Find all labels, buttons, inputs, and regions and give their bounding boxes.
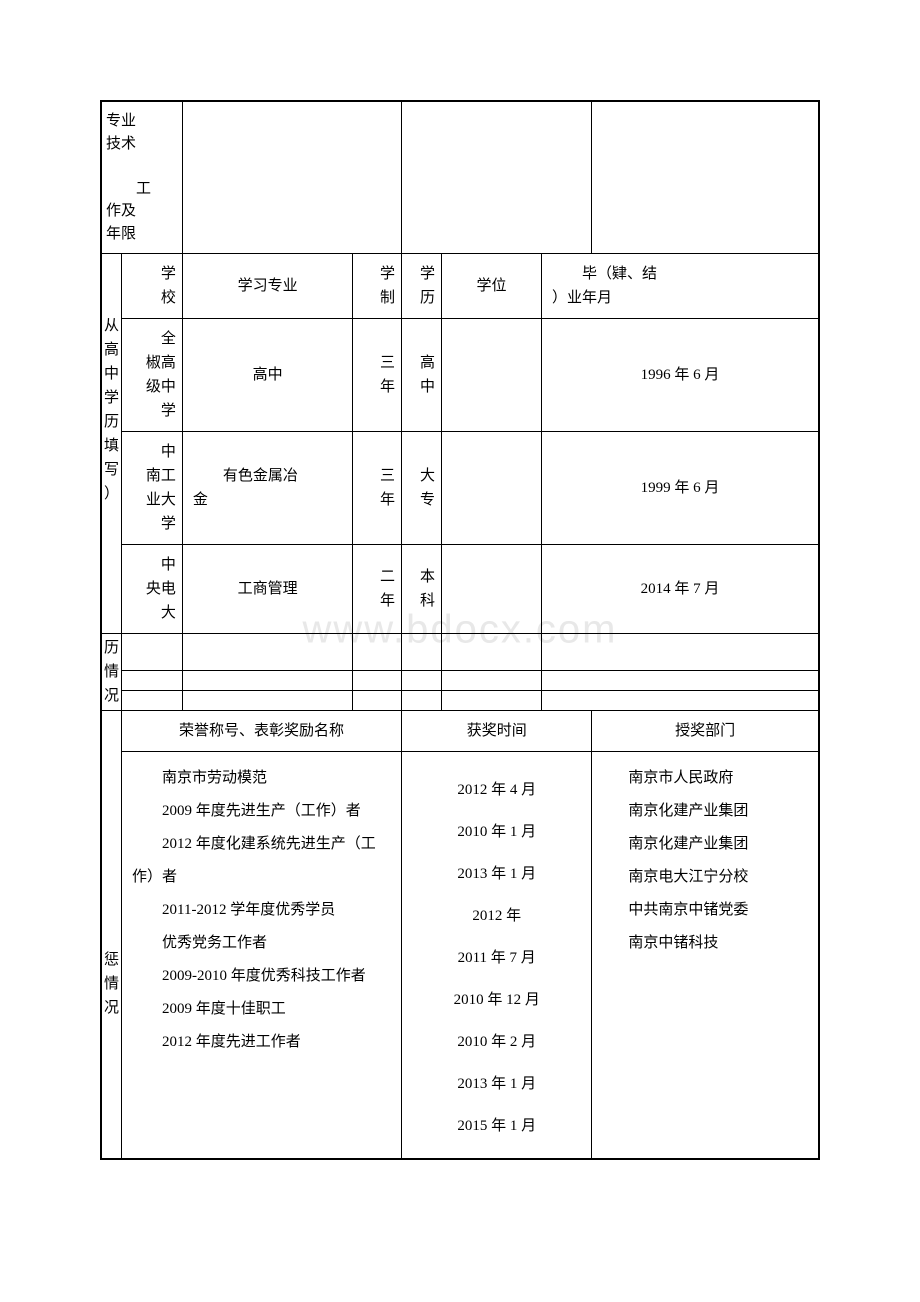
empty-cell	[402, 691, 442, 711]
tech-work-label: 专业技术 工作及年限	[102, 102, 183, 254]
honor-time-item: 2011 年 7 月	[406, 940, 587, 976]
honor-dept-item: 中共南京中锗党委	[598, 894, 812, 927]
honor-time-item: 2012 年	[406, 898, 587, 934]
edu-header-school: 学校	[122, 254, 183, 319]
edu-row-level: 高中	[402, 319, 442, 432]
honor-time-item: 2015 年 1 月	[406, 1108, 587, 1144]
honor-item: 2011-2012 学年度优秀学员	[132, 894, 391, 927]
empty-cell	[442, 691, 542, 711]
edu-row-system: 二年	[353, 545, 402, 634]
edu-row-major: 有色金属冶金	[182, 432, 352, 545]
honors-names: 南京市劳动模范 2009 年度先进生产（工作）者 2012 年度化建系统先进生产…	[122, 752, 402, 1159]
honors-times: 2012 年 4 月 2010 年 1 月 2013 年 1 月 2012 年 …	[402, 752, 592, 1159]
edu-row-school: 中央电大	[122, 545, 183, 634]
edu-row-grad: 2014 年 7 月	[542, 545, 819, 634]
empty-cell	[182, 634, 352, 671]
honor-dept-item: 南京市人民政府	[598, 762, 812, 795]
empty-cell	[353, 691, 402, 711]
empty-cell	[542, 634, 819, 671]
honor-time-item: 2013 年 1 月	[406, 1066, 587, 1102]
honor-item: 优秀党务工作者	[132, 927, 391, 960]
empty-cell	[442, 671, 542, 691]
edu-row-degree	[442, 319, 542, 432]
edu-row-level: 本科	[402, 545, 442, 634]
honor-dept-item: 南京化建产业集团	[598, 795, 812, 828]
empty-cell	[402, 634, 442, 671]
empty-cell	[353, 671, 402, 691]
honors-header-name: 荣誉称号、表彰奖励名称	[122, 711, 402, 752]
honor-time-item: 2012 年 4 月	[406, 772, 587, 808]
document-table: 专业技术 工作及年限 从高中学历填写） 学校 学习专业 学制 学历 学位 毕（肄…	[101, 101, 819, 1159]
tech-work-cell1	[182, 102, 401, 254]
edu-row-degree	[442, 432, 542, 545]
honor-time-item: 2010 年 12 月	[406, 982, 587, 1018]
empty-cell	[182, 691, 352, 711]
empty-cell	[182, 671, 352, 691]
edu-row-school: 全椒高级中学	[122, 319, 183, 432]
empty-cell	[122, 634, 183, 671]
honor-dept-item: 南京电大江宁分校	[598, 861, 812, 894]
honor-dept-item: 南京化建产业集团	[598, 828, 812, 861]
edu-section-label: 从高中学历填写）	[102, 254, 122, 634]
edu-section-label2: 历情况	[102, 634, 122, 711]
edu-header-grad: 毕（肄、结）业年月	[542, 254, 819, 319]
edu-row-major: 高中	[182, 319, 352, 432]
honor-item: 2009 年度十佳职工	[132, 993, 391, 1026]
honor-item: 南京市劳动模范	[132, 762, 391, 795]
edu-header-degree: 学位	[442, 254, 542, 319]
honor-time-item: 2010 年 2 月	[406, 1024, 587, 1060]
honor-item: 2012 年度先进工作者	[132, 1026, 391, 1059]
edu-row-major: 工商管理	[182, 545, 352, 634]
tech-work-cell3	[592, 102, 819, 254]
empty-cell	[442, 634, 542, 671]
honor-item: 2012 年度化建系统先进生产（工作）者	[132, 828, 391, 894]
edu-header-system: 学制	[353, 254, 402, 319]
empty-cell	[542, 691, 819, 711]
honors-depts: 南京市人民政府 南京化建产业集团 南京化建产业集团 南京电大江宁分校 中共南京中…	[592, 752, 819, 1159]
tech-work-cell2	[402, 102, 592, 254]
honor-time-item: 2013 年 1 月	[406, 856, 587, 892]
empty-cell	[353, 634, 402, 671]
edu-row-degree	[442, 545, 542, 634]
honor-time-item: 2010 年 1 月	[406, 814, 587, 850]
edu-header-major: 学习专业	[182, 254, 352, 319]
empty-cell	[402, 671, 442, 691]
honor-item: 2009 年度先进生产（工作）者	[132, 795, 391, 828]
empty-cell	[122, 691, 183, 711]
edu-row-grad: 1996 年 6 月	[542, 319, 819, 432]
edu-row-system: 三年	[353, 319, 402, 432]
edu-row-level: 大专	[402, 432, 442, 545]
empty-cell	[542, 671, 819, 691]
honors-header-time: 获奖时间	[402, 711, 592, 752]
edu-header-level: 学历	[402, 254, 442, 319]
empty-cell	[122, 671, 183, 691]
edu-row-school: 中南工业大学	[122, 432, 183, 545]
edu-row-grad: 1999 年 6 月	[542, 432, 819, 545]
edu-row-system: 三年	[353, 432, 402, 545]
honor-item: 2009-2010 年度优秀科技工作者	[132, 960, 391, 993]
honor-dept-item: 南京中锗科技	[598, 927, 812, 960]
honors-section-label: 惩情况	[102, 711, 122, 1159]
honors-header-dept: 授奖部门	[592, 711, 819, 752]
